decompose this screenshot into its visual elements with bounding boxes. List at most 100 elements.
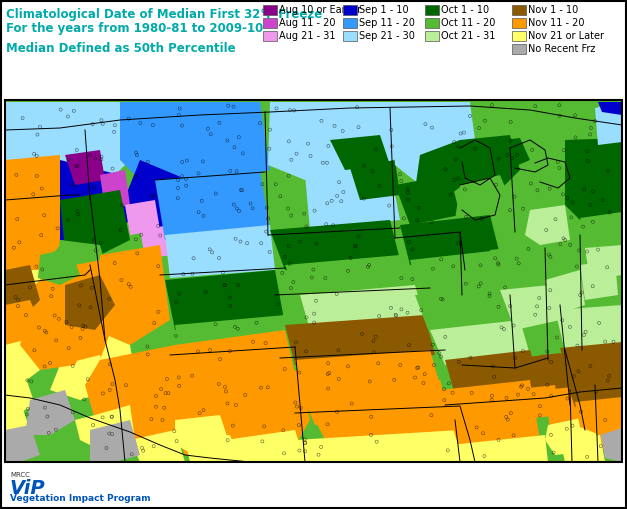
Point <box>524 245 534 253</box>
Point <box>549 448 559 457</box>
Point <box>480 452 490 460</box>
Point <box>364 261 374 269</box>
Bar <box>5 100 622 462</box>
Point <box>265 126 275 134</box>
Point <box>23 376 33 384</box>
Point <box>132 151 142 159</box>
Point <box>153 222 163 230</box>
Point <box>177 172 187 180</box>
Point <box>189 254 199 262</box>
Point <box>503 415 513 423</box>
Point <box>228 102 238 110</box>
Point <box>273 300 283 308</box>
Point <box>223 136 233 145</box>
Point <box>336 197 346 205</box>
Point <box>586 124 596 132</box>
Point <box>518 205 528 213</box>
Point <box>307 273 317 281</box>
Point <box>248 204 258 212</box>
Point <box>63 112 73 121</box>
Point <box>31 263 41 271</box>
Point <box>22 410 32 418</box>
Text: Sep 1 - 10: Sep 1 - 10 <box>359 5 409 15</box>
Point <box>593 245 603 253</box>
Point <box>487 396 497 404</box>
Polygon shape <box>300 380 450 425</box>
Point <box>237 186 247 194</box>
Point <box>534 294 544 302</box>
Point <box>572 263 582 271</box>
Point <box>199 406 209 414</box>
Polygon shape <box>175 370 310 462</box>
Point <box>89 183 99 191</box>
Point <box>125 282 135 291</box>
Point <box>280 365 290 373</box>
Point <box>238 149 248 157</box>
Point <box>201 288 211 296</box>
Polygon shape <box>5 375 35 415</box>
Point <box>497 323 507 331</box>
Point <box>88 120 98 128</box>
Point <box>182 156 192 164</box>
Point <box>74 301 84 309</box>
Text: No Recent Frz: No Recent Frz <box>528 44 596 54</box>
Point <box>124 115 134 123</box>
Point <box>508 321 519 329</box>
Point <box>396 305 406 314</box>
Point <box>399 214 409 222</box>
Point <box>242 239 252 247</box>
Point <box>211 189 221 197</box>
Point <box>369 348 379 356</box>
Point <box>147 192 157 201</box>
Point <box>530 102 540 110</box>
Point <box>309 319 319 327</box>
Point <box>246 200 256 208</box>
Point <box>143 350 153 358</box>
Point <box>328 221 338 230</box>
Point <box>13 215 23 223</box>
Point <box>44 429 54 437</box>
Point <box>387 142 397 150</box>
Point <box>451 155 461 163</box>
Point <box>446 191 456 199</box>
Point <box>529 390 539 398</box>
Point <box>505 206 515 214</box>
Point <box>500 284 510 292</box>
Point <box>308 266 319 274</box>
Point <box>248 337 258 346</box>
Point <box>32 172 42 180</box>
Point <box>43 412 53 420</box>
Point <box>426 411 436 419</box>
Point <box>26 377 36 385</box>
Point <box>570 111 580 120</box>
Point <box>231 235 241 243</box>
Point <box>108 164 118 173</box>
Polygon shape <box>175 415 230 455</box>
Point <box>263 383 273 391</box>
Point <box>311 297 321 305</box>
Point <box>404 341 414 349</box>
Point <box>418 379 428 387</box>
Point <box>487 391 497 400</box>
Point <box>223 101 233 109</box>
Point <box>109 128 119 136</box>
Point <box>532 186 542 194</box>
Point <box>87 284 97 292</box>
Point <box>63 344 73 352</box>
Polygon shape <box>455 135 520 195</box>
Point <box>527 146 537 154</box>
Point <box>371 145 381 153</box>
Point <box>567 421 577 430</box>
Point <box>582 147 593 155</box>
Point <box>80 323 90 331</box>
Point <box>156 385 166 393</box>
Point <box>408 275 418 283</box>
Point <box>29 346 40 354</box>
Point <box>149 319 159 327</box>
Point <box>450 176 460 184</box>
Point <box>327 196 337 205</box>
Point <box>255 119 265 127</box>
Point <box>395 361 405 369</box>
Polygon shape <box>185 435 240 462</box>
Point <box>97 155 107 163</box>
